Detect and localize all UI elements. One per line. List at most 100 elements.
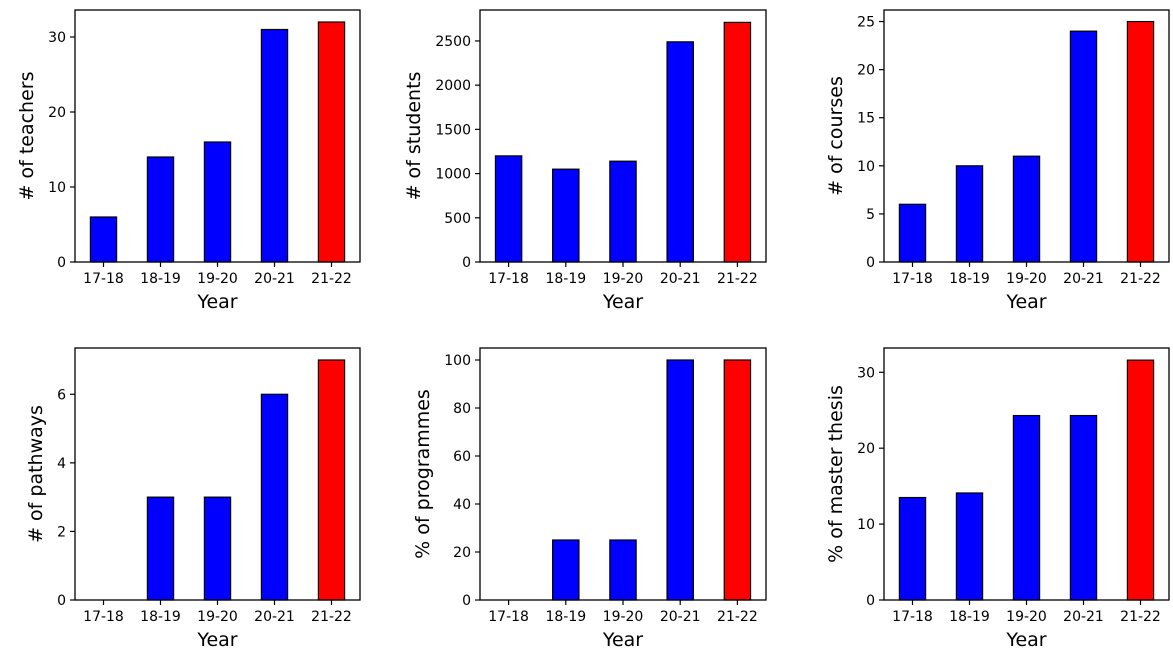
y-tick-label: 10 bbox=[857, 517, 875, 533]
x-tick-label: 20-21 bbox=[660, 609, 701, 625]
bar-18-19 bbox=[146, 156, 175, 263]
x-tick-label: 18-19 bbox=[949, 609, 990, 625]
bar-18-19 bbox=[146, 496, 175, 601]
x-tick-label: 21-22 bbox=[1120, 609, 1161, 625]
y-tick-label: 2 bbox=[57, 524, 66, 540]
x-tick-label: 17-18 bbox=[892, 609, 933, 625]
y-axis-label: # of students bbox=[403, 72, 425, 201]
bar-20-21 bbox=[666, 359, 694, 601]
y-tick-label: 25 bbox=[857, 15, 875, 31]
bar-20-21 bbox=[1069, 30, 1098, 263]
x-tick-label: 20-21 bbox=[254, 271, 295, 287]
x-tick-label: 19-20 bbox=[1006, 271, 1047, 287]
y-tick-label: 0 bbox=[57, 593, 66, 609]
x-tick-label: 20-21 bbox=[1063, 271, 1104, 287]
y-tick-label: 30 bbox=[48, 30, 66, 46]
bar-21-22 bbox=[723, 21, 752, 263]
chart-1: 17-18 18-19 19-20 20-21 21-22 0 10 20 30 Year # of… bbox=[16, 9, 361, 313]
y-tick-label: 1000 bbox=[435, 167, 471, 183]
chart-4: 17-18 18-19 19-20 20-21 21-22 0 2 4 6 Year # of pa… bbox=[25, 347, 361, 651]
bar-21-22 bbox=[317, 21, 346, 263]
bar-21-22 bbox=[1126, 20, 1155, 263]
bar-19-20 bbox=[609, 539, 637, 601]
bar-19-20 bbox=[203, 496, 232, 601]
x-axis-label: Year bbox=[196, 629, 237, 651]
x-axis-label: Year bbox=[602, 291, 643, 313]
bar-20-21 bbox=[260, 393, 289, 601]
y-axis-label: # of pathways bbox=[25, 405, 47, 543]
y-tick-label: 500 bbox=[444, 211, 471, 227]
x-tick-label: 21-22 bbox=[717, 609, 758, 625]
bar-20-21 bbox=[1069, 414, 1098, 601]
x-axis-label: Year bbox=[602, 629, 643, 651]
bar-18-19 bbox=[552, 539, 580, 601]
y-tick-label: 100 bbox=[444, 353, 471, 369]
y-tick-label: 0 bbox=[462, 255, 471, 271]
x-tick-label: 21-22 bbox=[311, 271, 352, 287]
x-axis-label: Year bbox=[1005, 291, 1046, 313]
y-tick-label: 40 bbox=[453, 497, 471, 513]
y-tick-label: 20 bbox=[453, 545, 471, 561]
bar-18-19 bbox=[955, 165, 984, 263]
x-tick-label: 18-19 bbox=[545, 271, 586, 287]
x-tick-label: 21-22 bbox=[717, 271, 758, 287]
y-axis-label: # of teachers bbox=[16, 72, 38, 201]
x-tick-label: 21-22 bbox=[311, 609, 352, 625]
bar-20-21 bbox=[666, 41, 694, 263]
y-tick-label: 60 bbox=[453, 449, 471, 465]
y-tick-label: 0 bbox=[866, 255, 875, 271]
x-tick-label: 20-21 bbox=[660, 271, 701, 287]
bar-17-18 bbox=[898, 496, 927, 601]
y-tick-label: 20 bbox=[857, 63, 875, 79]
y-tick-label: 80 bbox=[453, 401, 471, 417]
chart-3: 17-18 18-19 19-20 20-21 21-22 0 5 10 15 20 25 Year #… bbox=[825, 9, 1170, 313]
x-tick-label: 20-21 bbox=[254, 609, 295, 625]
y-axis-label: # of courses bbox=[825, 76, 847, 196]
bar-21-22 bbox=[723, 359, 752, 601]
x-tick-label: 21-22 bbox=[1120, 271, 1161, 287]
y-tick-label: 2000 bbox=[435, 78, 471, 94]
y-tick-label: 5 bbox=[866, 207, 875, 223]
bar-19-20 bbox=[1012, 155, 1041, 263]
y-axis-label: % of master thesis bbox=[825, 385, 847, 563]
x-tick-label: 18-19 bbox=[545, 609, 586, 625]
x-tick-label: 19-20 bbox=[197, 609, 238, 625]
y-tick-label: 20 bbox=[857, 441, 875, 457]
y-tick-label: 10 bbox=[48, 180, 66, 196]
x-tick-label: 17-18 bbox=[488, 609, 529, 625]
y-tick-label: 6 bbox=[57, 387, 66, 403]
y-tick-label: 20 bbox=[48, 105, 66, 121]
chart-6: 17-18 18-19 19-20 20-21 21-22 0 10 20 30 Year % of… bbox=[825, 347, 1170, 651]
y-tick-label: 1500 bbox=[435, 122, 471, 138]
bar-17-18 bbox=[494, 155, 523, 263]
x-tick-label: 18-19 bbox=[140, 609, 181, 625]
y-tick-label: 4 bbox=[57, 456, 66, 472]
x-tick-label: 19-20 bbox=[603, 609, 644, 625]
x-tick-label: 17-18 bbox=[83, 271, 124, 287]
x-tick-label: 17-18 bbox=[83, 609, 124, 625]
y-tick-label: 10 bbox=[857, 159, 875, 175]
x-tick-label: 18-19 bbox=[140, 271, 181, 287]
bar-17-18 bbox=[89, 216, 118, 263]
x-axis-label: Year bbox=[196, 291, 237, 313]
x-tick-label: 17-18 bbox=[488, 271, 529, 287]
x-tick-label: 17-18 bbox=[892, 271, 933, 287]
x-tick-label: 18-19 bbox=[949, 271, 990, 287]
y-tick-label: 0 bbox=[57, 255, 66, 271]
bar-21-22 bbox=[317, 359, 346, 601]
chart-5: 17-18 18-19 19-20 20-21 21-22 0 20 40 60 80 100 Yea… bbox=[412, 347, 767, 651]
y-tick-label: 2500 bbox=[435, 34, 471, 50]
bar-20-21 bbox=[260, 28, 289, 263]
bar-21-22 bbox=[1126, 359, 1155, 601]
y-tick-label: 15 bbox=[857, 111, 875, 127]
bar-19-20 bbox=[1012, 414, 1041, 601]
bar-19-20 bbox=[609, 160, 637, 263]
x-axis-label: Year bbox=[1005, 629, 1046, 651]
y-tick-label: 0 bbox=[866, 593, 875, 609]
chart-2: 17-18 18-19 19-20 20-21 21-22 0 500 1000 1500 200… bbox=[403, 9, 767, 313]
y-tick-label: 30 bbox=[857, 365, 875, 381]
x-tick-label: 19-20 bbox=[197, 271, 238, 287]
bar-17-18 bbox=[898, 203, 927, 263]
y-axis-label: % of programmes bbox=[412, 389, 434, 559]
